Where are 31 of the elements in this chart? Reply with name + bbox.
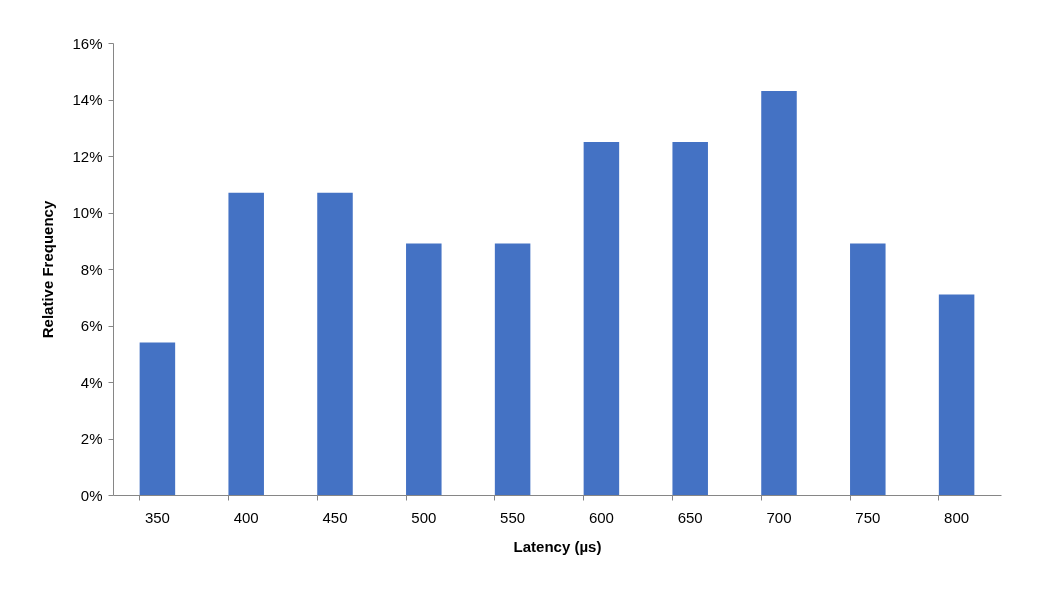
bar [672,141,708,495]
y-tick-label: 16% [72,34,103,52]
y-tick-label: 14% [72,91,103,108]
x-tick-label: 400 [233,508,259,526]
y-tick-label: 6% [80,317,103,334]
y-tick-label: 4% [80,373,103,391]
y-tick-label: 8% [80,260,103,278]
y-tick-label: 10% [72,204,103,221]
x-tick-label: 800 [944,508,970,526]
x-tick-label: 350 [144,508,170,526]
y-axis-title: Relative Frequency [39,200,57,339]
y-tick-label: 0% [80,486,103,504]
x-tick-label: 550 [500,508,526,526]
bar [406,243,442,495]
x-tick-label: 650 [677,508,703,526]
bar [850,243,886,495]
bar [139,342,176,495]
bar [761,91,797,495]
x-tick-label: 600 [588,508,614,526]
y-tick-label: 12% [72,147,103,165]
x-tick-label: 700 [766,508,792,526]
bar [583,141,620,495]
bar [494,243,531,495]
y-tick-label: 2% [80,430,103,447]
bar [317,192,353,495]
bar [938,294,975,495]
x-tick-label: 500 [411,508,437,526]
x-tick-label: 450 [322,508,348,526]
x-axis-title: Latency (µs) [513,537,602,555]
bar [228,192,264,495]
x-tick-label: 750 [855,508,881,526]
